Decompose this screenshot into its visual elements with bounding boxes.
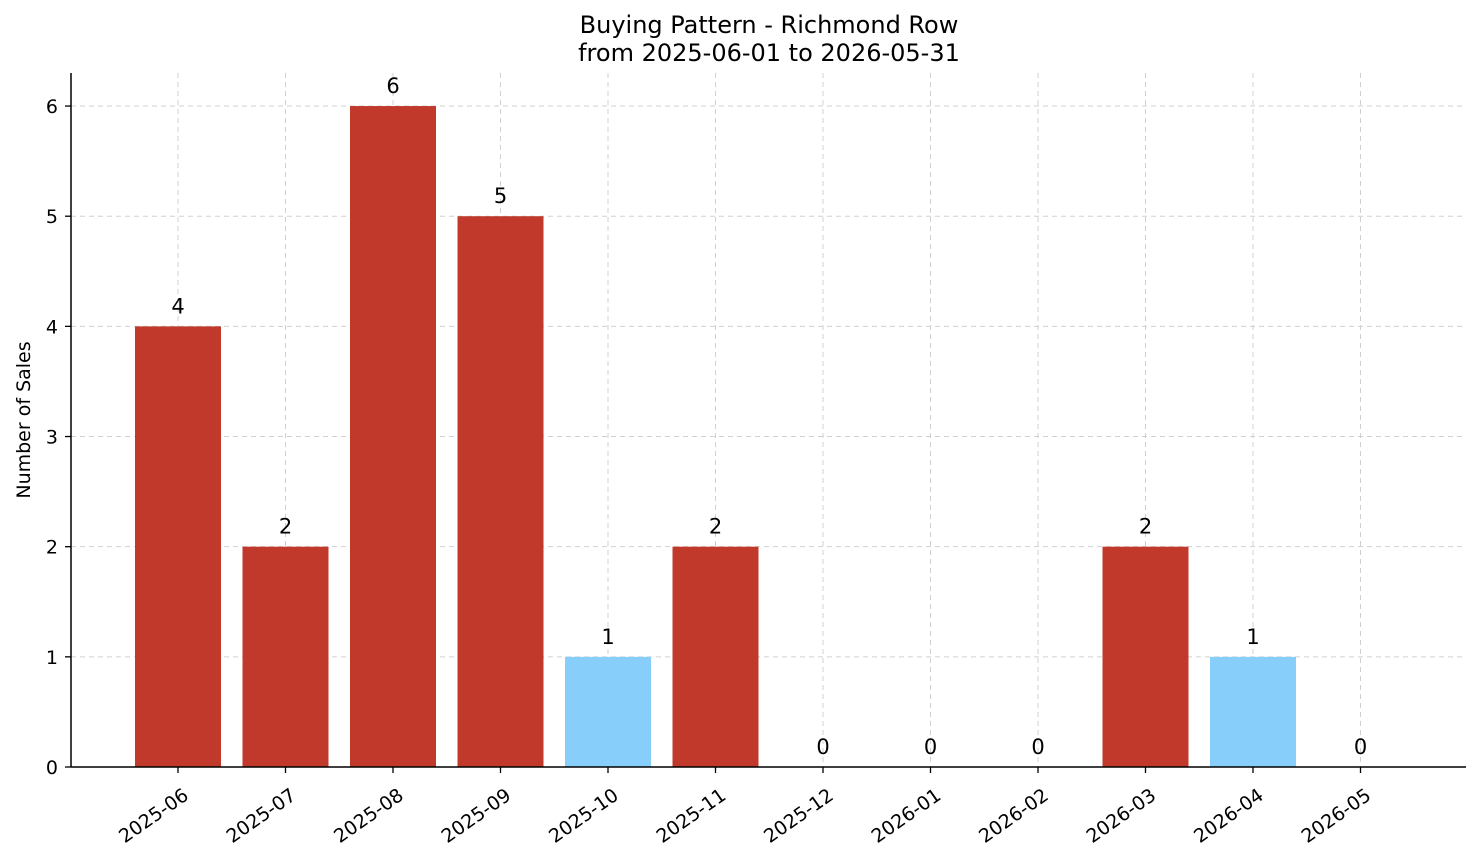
bar-value-label: 2: [709, 515, 722, 539]
y-tick-label: 0: [46, 757, 58, 779]
x-tick-label: 2026-05: [1298, 784, 1376, 848]
x-tick-label: 2025-09: [438, 784, 516, 848]
chart-subtitle: from 2025-06-01 to 2026-05-31: [578, 39, 960, 67]
bar-value-label: 1: [601, 625, 614, 649]
y-axis-label: Number of Sales: [13, 341, 35, 498]
bar-value-label: 4: [171, 294, 184, 318]
y-tick-label: 5: [46, 206, 58, 228]
y-tick-label: 2: [46, 537, 58, 559]
bar-value-label: 2: [1139, 515, 1152, 539]
x-tick-label: 2025-07: [223, 784, 301, 848]
bar-value-label: 0: [1354, 735, 1367, 759]
bar: [672, 546, 759, 767]
axes: [70, 73, 1466, 768]
bar-value-label: 6: [386, 74, 399, 98]
bar-value-label: 0: [1031, 735, 1044, 759]
bar: [1210, 656, 1296, 767]
x-tick-label: 2025-08: [330, 784, 408, 848]
y-tick-label: 1: [46, 647, 58, 669]
bar-value-label: 0: [924, 735, 937, 759]
bar-value-label: 0: [816, 735, 829, 759]
bar-value-label: 1: [1246, 625, 1259, 649]
x-tick-label: 2026-02: [975, 784, 1053, 848]
bars: [135, 106, 1296, 768]
bar: [565, 656, 651, 767]
y-tick-label: 4: [46, 316, 58, 338]
y-tick-label: 6: [46, 96, 58, 118]
chart-title: Buying Pattern - Richmond Row: [580, 11, 959, 39]
bar: [350, 106, 436, 768]
data-labels: 4 2 6 5 1 2 0 0 0 2 1 0: [171, 74, 1367, 759]
x-tick-label: 2025-10: [545, 784, 623, 848]
y-tick-label: 3: [46, 427, 58, 449]
x-tick-label: 2025-06: [115, 784, 193, 848]
bar: [1102, 546, 1189, 767]
x-tick-label: 2025-12: [760, 784, 838, 848]
bar: [135, 326, 221, 767]
x-tick-label: 2026-01: [868, 784, 946, 848]
x-tick-label: 2026-03: [1083, 784, 1161, 848]
bar-value-label: 5: [494, 184, 507, 208]
bar-value-label: 2: [279, 515, 292, 539]
bar: [457, 216, 544, 767]
x-tick-label: 2026-04: [1190, 784, 1268, 848]
x-tick-label: 2025-11: [653, 784, 731, 848]
bar: [242, 546, 329, 767]
